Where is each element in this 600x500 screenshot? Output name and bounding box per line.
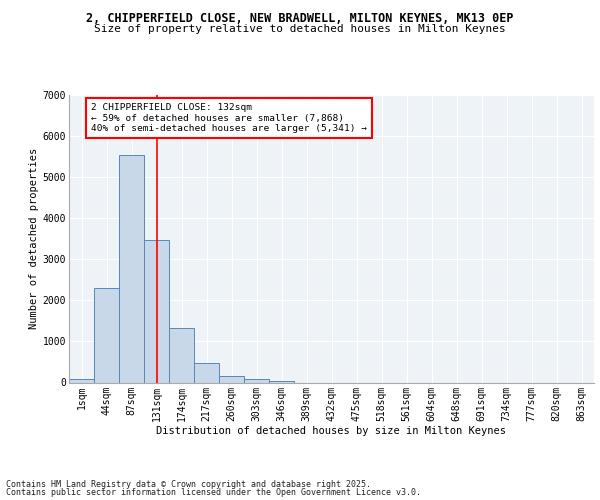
Text: Size of property relative to detached houses in Milton Keynes: Size of property relative to detached ho…: [94, 24, 506, 34]
Bar: [94, 288, 119, 382]
Y-axis label: Number of detached properties: Number of detached properties: [29, 148, 38, 330]
X-axis label: Distribution of detached houses by size in Milton Keynes: Distribution of detached houses by size …: [157, 426, 506, 436]
Bar: [119, 154, 144, 382]
Text: 2 CHIPPERFIELD CLOSE: 132sqm
← 59% of detached houses are smaller (7,868)
40% of: 2 CHIPPERFIELD CLOSE: 132sqm ← 59% of de…: [91, 103, 367, 133]
Bar: [144, 240, 169, 382]
Bar: [69, 379, 94, 382]
Bar: [194, 363, 219, 382]
Bar: [244, 379, 269, 382]
Text: Contains HM Land Registry data © Crown copyright and database right 2025.: Contains HM Land Registry data © Crown c…: [6, 480, 371, 489]
Text: Contains public sector information licensed under the Open Government Licence v3: Contains public sector information licen…: [6, 488, 421, 497]
Text: 2, CHIPPERFIELD CLOSE, NEW BRADWELL, MILTON KEYNES, MK13 0EP: 2, CHIPPERFIELD CLOSE, NEW BRADWELL, MIL…: [86, 12, 514, 26]
Bar: [269, 381, 294, 382]
Bar: [169, 328, 194, 382]
Bar: [219, 376, 244, 382]
